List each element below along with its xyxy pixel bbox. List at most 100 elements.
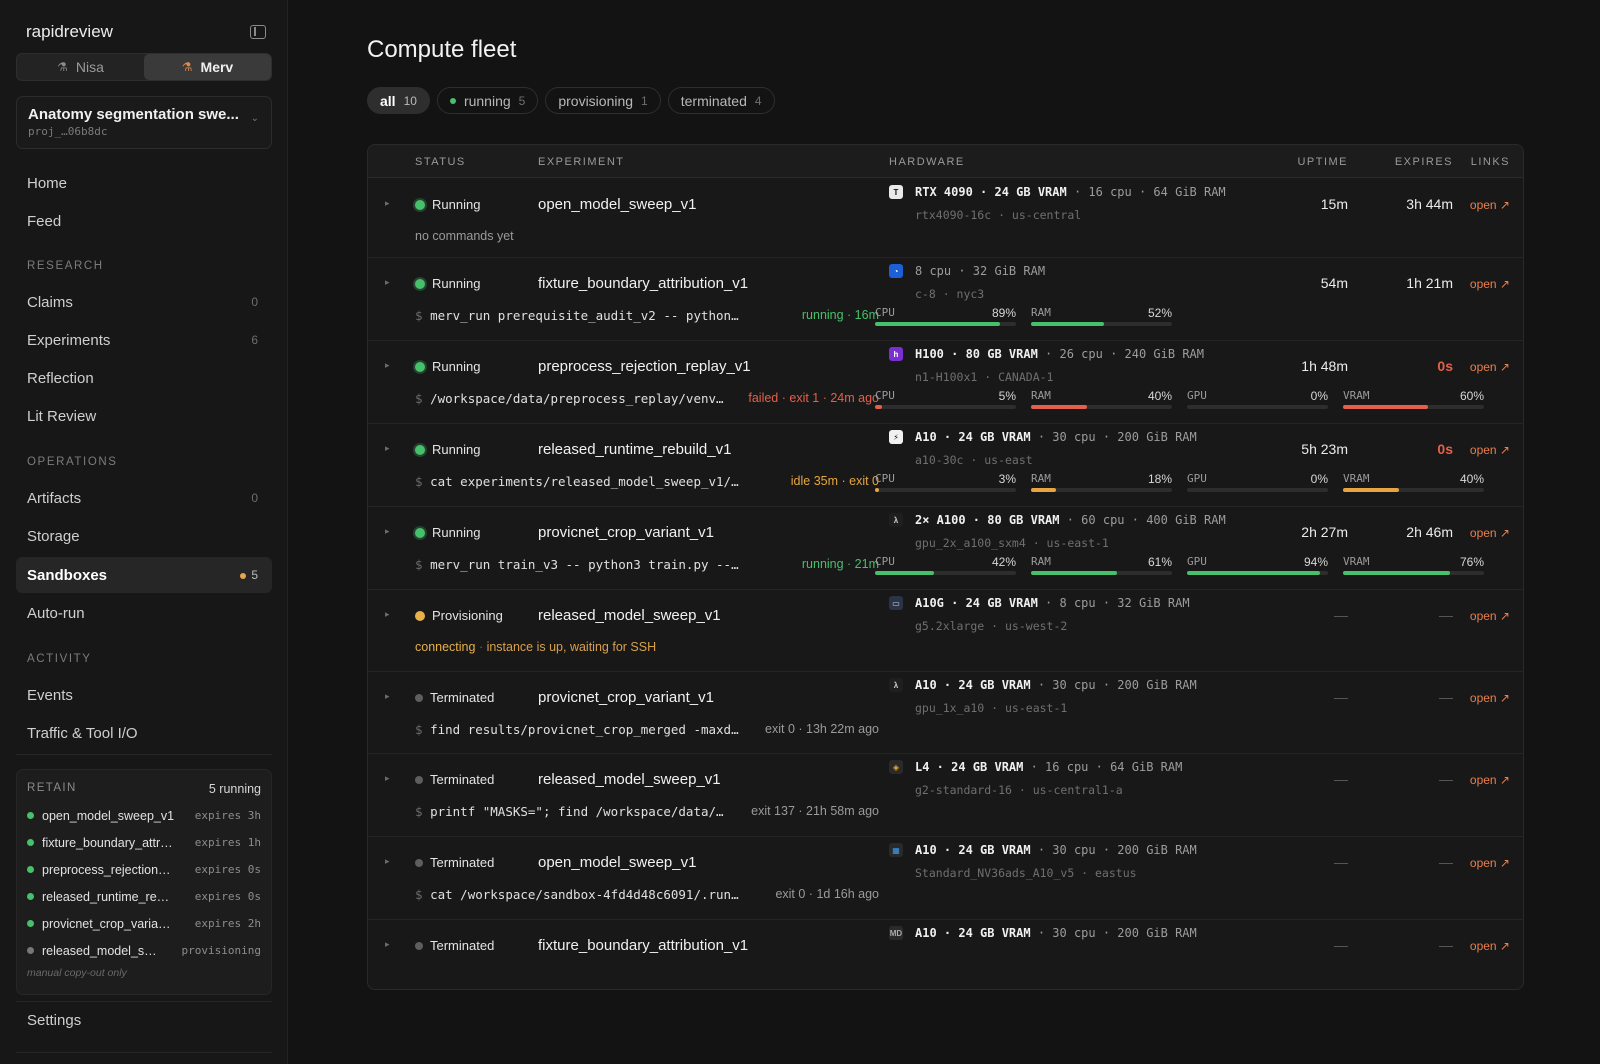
nav-experiments[interactable]: Experiments 6 bbox=[16, 322, 272, 358]
status-label: Running bbox=[432, 359, 481, 374]
expires-value: 1h 21m bbox=[1406, 275, 1453, 291]
cpu-ram-spec: · 30 cpu · 200 GiB RAM bbox=[1030, 926, 1197, 940]
hardware-spec: RTX 4090 · 24 GB VRAM · 16 cpu · 64 GiB … bbox=[915, 185, 1226, 199]
table-row[interactable]: ▸ Running released_runtime_rebuild_v1 ⚡ A10 … bbox=[368, 424, 1523, 507]
expand-row-icon[interactable]: ▸ bbox=[385, 939, 390, 949]
meter-fill bbox=[1031, 488, 1057, 492]
experiment-name[interactable]: open_model_sweep_v1 bbox=[538, 196, 697, 213]
table-row[interactable]: ▸ Running fixture_boundary_attribution_v1 ◔… bbox=[368, 258, 1523, 341]
table-row[interactable]: ▸ Terminated released_model_sweep_v1 ◈ L4 · … bbox=[368, 754, 1523, 837]
user-option-nisa[interactable]: ⚗ Nisa bbox=[17, 54, 144, 80]
open-link[interactable]: open ↗ bbox=[1469, 198, 1510, 212]
expand-row-icon[interactable]: ▸ bbox=[385, 609, 390, 619]
uptime-value: 2h 27m bbox=[1301, 524, 1348, 540]
open-link[interactable]: open ↗ bbox=[1469, 609, 1510, 623]
gpu-spec: A10 · 24 GB VRAM bbox=[915, 926, 1031, 940]
cpu-ram-spec: · 30 cpu · 200 GiB RAM bbox=[1030, 430, 1197, 444]
status-dot bbox=[27, 893, 34, 900]
meter-value: 18% bbox=[1147, 472, 1172, 486]
open-link[interactable]: open ↗ bbox=[1469, 360, 1510, 374]
filter-chip-running[interactable]: running 5 bbox=[436, 87, 539, 114]
project-selector[interactable]: Anatomy segmentation swe... proj_…06b8dc… bbox=[16, 96, 272, 149]
open-link[interactable]: open ↗ bbox=[1469, 443, 1510, 457]
gpu-spec: A10G · 24 GB VRAM bbox=[915, 596, 1038, 610]
filter-label: provisioning bbox=[558, 92, 634, 109]
retain-item[interactable]: provicnet_crop_varia… expires 2h bbox=[27, 910, 261, 937]
nav-events[interactable]: Events bbox=[16, 677, 272, 713]
experiment-name[interactable]: fixture_boundary_attribution_v1 bbox=[538, 275, 749, 292]
open-link[interactable]: open ↗ bbox=[1469, 691, 1510, 705]
expand-row-icon[interactable]: ▸ bbox=[385, 773, 390, 783]
table-row[interactable]: ▸ Running preprocess_rejection_replay_v1 h H… bbox=[368, 341, 1523, 424]
open-link[interactable]: open ↗ bbox=[1469, 277, 1510, 291]
table-row[interactable]: ▸ Terminated provicnet_crop_variant_v1 λ A10… bbox=[368, 672, 1523, 754]
filter-chip-terminated[interactable]: terminated 4 bbox=[667, 87, 775, 114]
expand-row-icon[interactable]: ▸ bbox=[385, 198, 390, 208]
open-link[interactable]: open ↗ bbox=[1469, 526, 1510, 540]
experiment-name[interactable]: preprocess_rejection_replay_v1 bbox=[538, 358, 751, 375]
experiment-name[interactable]: provicnet_crop_variant_v1 bbox=[538, 524, 714, 541]
filter-chip-provisioning[interactable]: provisioning 1 bbox=[545, 87, 661, 114]
retain-item[interactable]: released_model_s… provisioning bbox=[27, 937, 261, 964]
expand-row-icon[interactable]: ▸ bbox=[385, 856, 390, 866]
expand-row-icon[interactable]: ▸ bbox=[385, 360, 390, 370]
retain-item[interactable]: open_model_sweep_v1 expires 3h bbox=[27, 802, 261, 829]
meter-label: VRAM bbox=[1343, 389, 1370, 402]
nav-traffic[interactable]: Traffic & Tool I/O bbox=[16, 715, 272, 751]
user-option-merv[interactable]: ⚗ Merv bbox=[144, 54, 271, 80]
nav-storage[interactable]: Storage bbox=[16, 518, 272, 554]
nav-reflection[interactable]: Reflection bbox=[16, 360, 272, 396]
nav-auto-run[interactable]: Auto-run bbox=[16, 595, 272, 631]
meter-fill bbox=[1343, 405, 1428, 409]
nav-artifacts[interactable]: Artifacts 0 bbox=[16, 480, 272, 516]
experiment-name[interactable]: released_model_sweep_v1 bbox=[538, 771, 721, 788]
nav-sandboxes[interactable]: Sandboxes 5 bbox=[16, 557, 272, 593]
open-link[interactable]: open ↗ bbox=[1469, 773, 1510, 787]
app-brand: rapidreview bbox=[26, 22, 113, 41]
last-command: $ find results/provicnet_crop_merged -ma… bbox=[415, 722, 745, 737]
status-label: Running bbox=[432, 276, 481, 291]
nav-feed[interactable]: Feed bbox=[16, 203, 272, 239]
nav-claims[interactable]: Claims 0 bbox=[16, 284, 272, 320]
meter-track bbox=[1031, 322, 1172, 326]
experiment-name[interactable]: open_model_sweep_v1 bbox=[538, 854, 697, 871]
nav-settings[interactable]: Settings bbox=[16, 1002, 272, 1038]
last-command: $ merv_run train_v3 -- python3 train.py … bbox=[415, 557, 745, 572]
hardware-spec: A10 · 24 GB VRAM · 30 cpu · 200 GiB RAM bbox=[915, 843, 1197, 857]
sidebar-toggle-icon[interactable] bbox=[250, 25, 266, 39]
chevron-down-icon: ⌄ bbox=[250, 113, 259, 124]
nav-lit-review[interactable]: Lit Review bbox=[16, 398, 272, 434]
open-link[interactable]: open ↗ bbox=[1469, 939, 1510, 953]
experiment-name[interactable]: released_model_sweep_v1 bbox=[538, 607, 721, 624]
hardware-instance: Standard_NV36ads_A10_v5 · eastus bbox=[915, 866, 1137, 880]
meter-label: GPU bbox=[1187, 472, 1207, 485]
table-row[interactable]: ▸ Running provicnet_crop_variant_v1 λ 2× A10… bbox=[368, 507, 1523, 590]
expand-row-icon[interactable]: ▸ bbox=[385, 277, 390, 287]
table-row[interactable]: ▸ Terminated fixture_boundary_attribution_… bbox=[368, 920, 1523, 989]
nav-count: 0 bbox=[251, 491, 258, 505]
retain-item[interactable]: released_runtime_re… expires 0s bbox=[27, 883, 261, 910]
prompt-symbol: $ bbox=[415, 557, 431, 572]
retain-item[interactable]: fixture_boundary_attr… expires 1h bbox=[27, 829, 261, 856]
meter-track bbox=[1343, 571, 1484, 575]
experiment-name[interactable]: provicnet_crop_variant_v1 bbox=[538, 689, 714, 706]
expand-row-icon[interactable]: ▸ bbox=[385, 443, 390, 453]
filter-chip-all[interactable]: all 10 bbox=[367, 87, 430, 114]
hardware-spec: H100 · 80 GB VRAM · 26 cpu · 240 GiB RAM bbox=[915, 347, 1204, 361]
column-header-experiment: EXPERIMENT bbox=[538, 156, 625, 168]
expand-row-icon[interactable]: ▸ bbox=[385, 691, 390, 701]
nav-home[interactable]: Home bbox=[16, 165, 272, 201]
open-link[interactable]: open ↗ bbox=[1469, 856, 1510, 870]
project-name: Anatomy segmentation swe... bbox=[28, 106, 239, 123]
table-row[interactable]: ▸ Provisioning released_model_sweep_v1 ▭ A10… bbox=[368, 590, 1523, 672]
expires-value: — bbox=[1439, 771, 1453, 787]
gpu-spec: L4 · 24 GB VRAM bbox=[915, 760, 1024, 774]
command-state: failed · exit 1 · 24m ago bbox=[748, 391, 879, 405]
table-row[interactable]: ▸ Running open_model_sweep_v1 T RTX 4090 · 2… bbox=[368, 179, 1523, 258]
experiment-name[interactable]: released_runtime_rebuild_v1 bbox=[538, 441, 732, 458]
table-row[interactable]: ▸ Terminated open_model_sweep_v1 ▦ A10 · 24 … bbox=[368, 837, 1523, 920]
retain-item[interactable]: preprocess_rejection… expires 0s bbox=[27, 856, 261, 883]
filter-label: all bbox=[380, 92, 396, 109]
experiment-name[interactable]: fixture_boundary_attribution_v1 bbox=[538, 937, 749, 954]
expand-row-icon[interactable]: ▸ bbox=[385, 526, 390, 536]
